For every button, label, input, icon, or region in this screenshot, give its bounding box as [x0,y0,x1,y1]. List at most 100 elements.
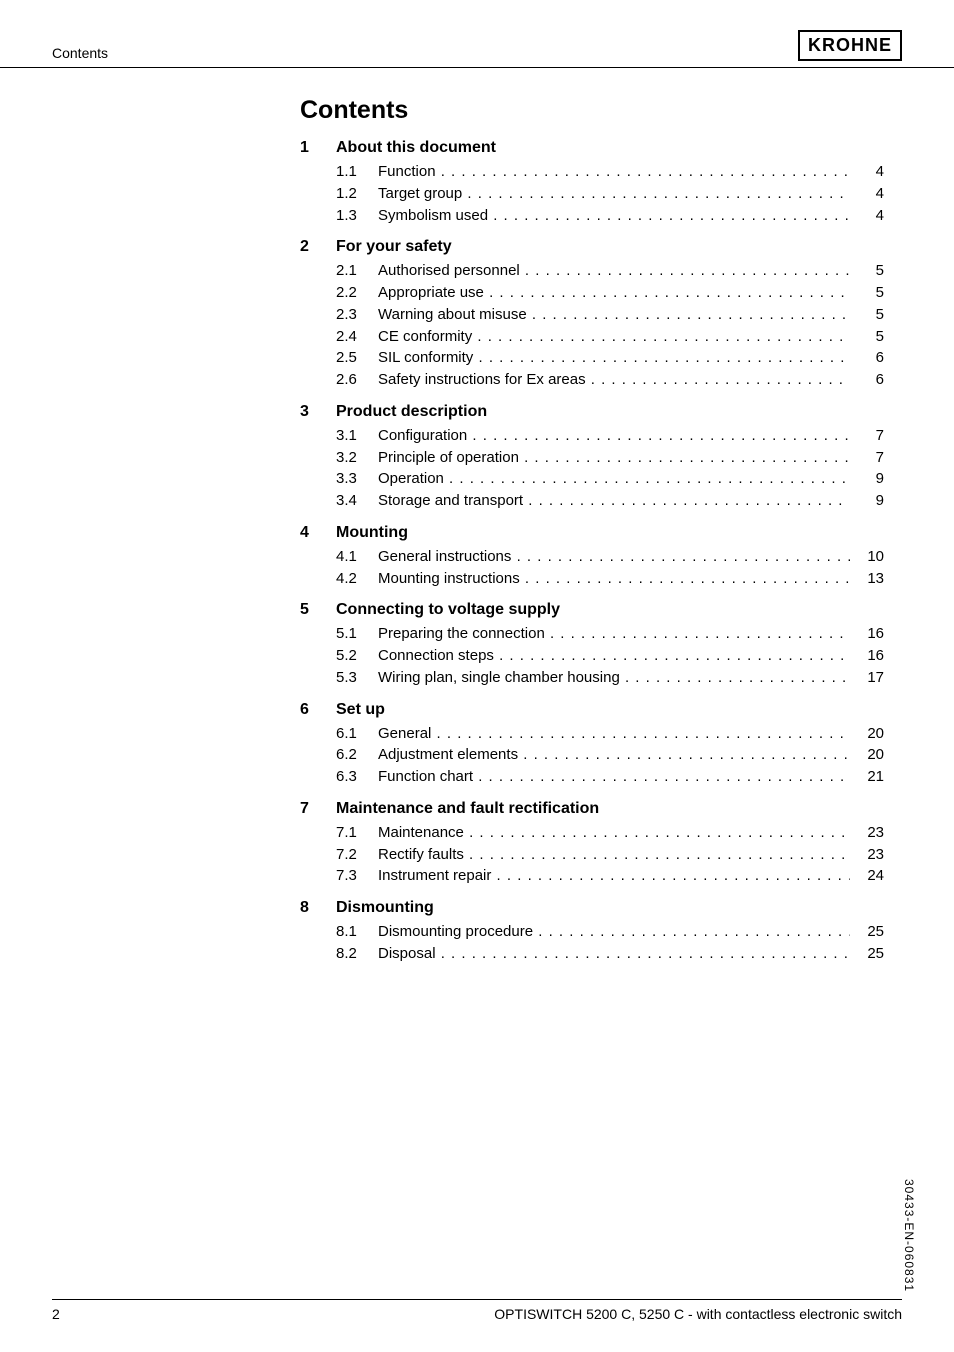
toc-entry-label: Maintenance [378,822,850,844]
toc-section-num: 1 [300,139,336,157]
toc-entry-label: Wiring plan, single chamber housing [378,667,850,689]
toc-entry[interactable]: 3.1Configuration7 [300,425,884,447]
toc-entry-page: 5 [850,260,884,282]
toc-section-title: About this document [336,139,496,157]
toc-entry-page: 25 [850,921,884,943]
toc-entry[interactable]: 4.1General instructions10 [300,546,884,568]
toc-section: 1About this document 1.1Function41.2Targe… [300,139,884,226]
toc-section-num: 7 [300,800,336,818]
toc-section-num: 5 [300,601,336,619]
toc-entry-label: General instructions [378,546,850,568]
toc-entry-page: 6 [850,347,884,369]
toc-entry[interactable]: 2.5SIL conformity6 [300,347,884,369]
toc-entry[interactable]: 2.3Warning about misuse5 [300,304,884,326]
toc-section-title: For your safety [336,238,452,256]
toc-entry[interactable]: 1.1Function4 [300,161,884,183]
toc-section-num: 8 [300,899,336,917]
toc-entry-label: Safety instructions for Ex areas [378,369,850,391]
toc-entry-num: 5.1 [336,623,378,645]
page-footer: 2 OPTISWITCH 5200 C, 5250 C - with conta… [52,1299,902,1322]
toc-entry[interactable]: 6.1General20 [300,723,884,745]
toc-entry-num: 7.1 [336,822,378,844]
toc-entry-num: 3.4 [336,490,378,512]
toc-entry-num: 2.2 [336,282,378,304]
toc-entry[interactable]: 4.2Mounting instructions13 [300,568,884,590]
toc-entry-label: Function [378,161,850,183]
toc-entry-num: 3.3 [336,468,378,490]
toc-entry-num: 6.3 [336,766,378,788]
toc-entry[interactable]: 1.3Symbolism used4 [300,205,884,227]
footer-pagenum: 2 [52,1306,60,1322]
toc-section-title: Maintenance and fault rectification [336,800,599,818]
toc-entry[interactable]: 6.3Function chart21 [300,766,884,788]
toc-entry-num: 7.3 [336,865,378,887]
toc-entry-num: 2.1 [336,260,378,282]
toc-entry-page: 7 [850,447,884,469]
toc-entry-num: 2.6 [336,369,378,391]
toc-entry-page: 24 [850,865,884,887]
toc-entry-num: 8.1 [336,921,378,943]
toc-entry[interactable]: 1.2Target group4 [300,183,884,205]
toc-section-num: 3 [300,403,336,421]
toc-entry[interactable]: 3.4Storage and transport9 [300,490,884,512]
toc-entry[interactable]: 7.2Rectify faults23 [300,844,884,866]
toc-entry-page: 5 [850,282,884,304]
toc-section: 2For your safety 2.1Authorised personnel5… [300,238,884,391]
toc-entry[interactable]: 3.3Operation9 [300,468,884,490]
footer-text: OPTISWITCH 5200 C, 5250 C - with contact… [494,1306,902,1322]
toc-entry-num: 6.2 [336,744,378,766]
toc-entry-page: 17 [850,667,884,689]
toc-entry-num: 4.2 [336,568,378,590]
toc-entry[interactable]: 3.2Principle of operation7 [300,447,884,469]
toc-entry-page: 20 [850,723,884,745]
toc-entry-page: 21 [850,766,884,788]
toc-entry-label: CE conformity [378,326,850,348]
toc-entry-num: 7.2 [336,844,378,866]
toc-entry[interactable]: 7.1Maintenance23 [300,822,884,844]
toc-entry[interactable]: 7.3Instrument repair24 [300,865,884,887]
toc-entry[interactable]: 6.2Adjustment elements20 [300,744,884,766]
toc-entry-page: 9 [850,468,884,490]
toc-entry-page: 20 [850,744,884,766]
toc-entry-label: Mounting instructions [378,568,850,590]
toc-entry-num: 5.2 [336,645,378,667]
toc-entry-num: 3.2 [336,447,378,469]
toc-entry-label: Authorised personnel [378,260,850,282]
toc-section-title: Set up [336,701,385,719]
toc-section-head: 5Connecting to voltage supply [300,601,884,619]
toc-entry-num: 4.1 [336,546,378,568]
toc-entry-label: Disposal [378,943,850,965]
toc-entry-num: 3.1 [336,425,378,447]
toc-entry-label: Appropriate use [378,282,850,304]
toc-entry-label: Warning about misuse [378,304,850,326]
toc-entry-page: 13 [850,568,884,590]
toc-block: Contents 1About this document1.1Function… [300,96,954,965]
toc-entry-label: Rectify faults [378,844,850,866]
toc-entry[interactable]: 5.1Preparing the connection16 [300,623,884,645]
toc-section-title: Dismounting [336,899,434,917]
toc-section-num: 4 [300,524,336,542]
toc-entry[interactable]: 2.6Safety instructions for Ex areas6 [300,369,884,391]
toc-entry-num: 1.2 [336,183,378,205]
toc-entry-label: Target group [378,183,850,205]
toc-section-head: 4Mounting [300,524,884,542]
brand-logo: KROHNE [798,30,902,61]
toc-entry-label: Preparing the connection [378,623,850,645]
toc-section-head: 7Maintenance and fault rectification [300,800,884,818]
toc-section: 7Maintenance and fault rectification7.1M… [300,800,884,887]
toc-entry[interactable]: 2.4CE conformity5 [300,326,884,348]
toc-entry-label: Function chart [378,766,850,788]
toc-entry-num: 6.1 [336,723,378,745]
toc-entry[interactable]: 5.2Connection steps16 [300,645,884,667]
toc-entry[interactable]: 8.1Dismounting procedure25 [300,921,884,943]
toc-entry-page: 16 [850,623,884,645]
toc-section-num: 6 [300,701,336,719]
toc-entry-page: 25 [850,943,884,965]
toc-section-head: 2For your safety [300,238,884,256]
toc-entry[interactable]: 5.3Wiring plan, single chamber housing17 [300,667,884,689]
header-left: Contents [52,45,108,61]
toc-entry[interactable]: 8.2Disposal25 [300,943,884,965]
toc-entry[interactable]: 2.2Appropriate use5 [300,282,884,304]
toc-entry-label: Instrument repair [378,865,850,887]
toc-entry[interactable]: 2.1Authorised personnel5 [300,260,884,282]
